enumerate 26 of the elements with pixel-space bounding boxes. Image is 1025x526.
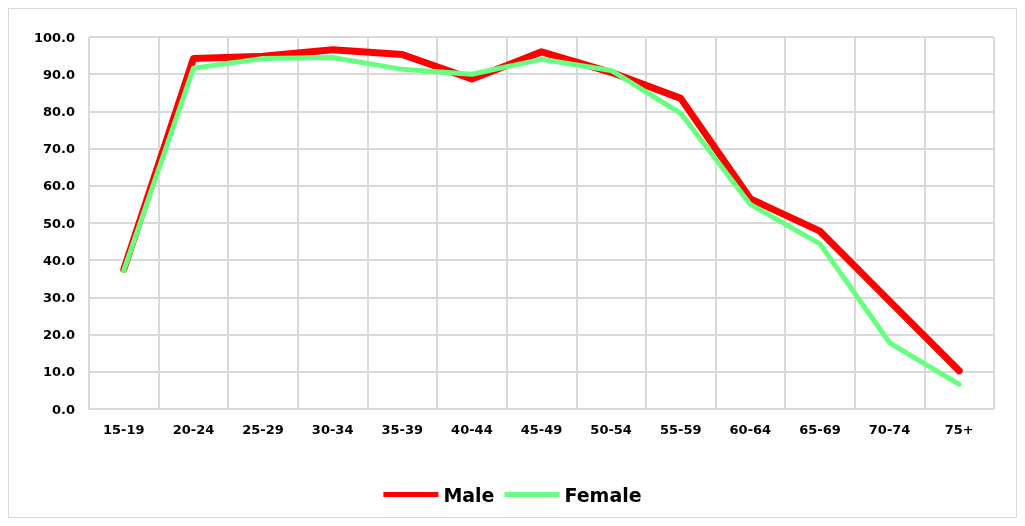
x-tick-label: 45-49 [520, 422, 563, 437]
x-tick-label: 55-59 [659, 422, 702, 437]
x-tick-label: 60-64 [729, 422, 772, 437]
y-tick-label: 100.0 [33, 29, 75, 45]
x-tick-label: 15-19 [103, 422, 145, 437]
y-tick-label: 80.0 [42, 103, 75, 119]
y-tick-label: 70.0 [42, 141, 75, 157]
y-tick-label: 30.0 [42, 289, 75, 305]
y-tick-label: 20.0 [42, 327, 75, 343]
y-tick-label: 60.0 [42, 178, 75, 194]
x-tick-label: 70-74 [868, 422, 911, 437]
x-tick-label: 25-29 [242, 422, 284, 437]
x-tick-label: 75+ [944, 422, 974, 437]
y-tick-label: 0.0 [51, 401, 75, 417]
x-tick-label: 20-24 [172, 422, 215, 437]
y-tick-label: 10.0 [42, 364, 75, 380]
y-tick-label: 90.0 [42, 66, 75, 82]
x-tick-label: 65-69 [799, 422, 841, 437]
y-tick-label: 40.0 [42, 252, 75, 268]
x-tick-label: 40-44 [451, 422, 493, 437]
x-tick-label: 35-39 [381, 422, 424, 437]
x-tick-label: 30-34 [311, 422, 354, 437]
legend-label: Male [443, 483, 495, 506]
x-tick-label: 50-54 [590, 422, 632, 437]
y-tick-label: 50.0 [42, 215, 75, 231]
legend-label: Female [564, 483, 642, 506]
